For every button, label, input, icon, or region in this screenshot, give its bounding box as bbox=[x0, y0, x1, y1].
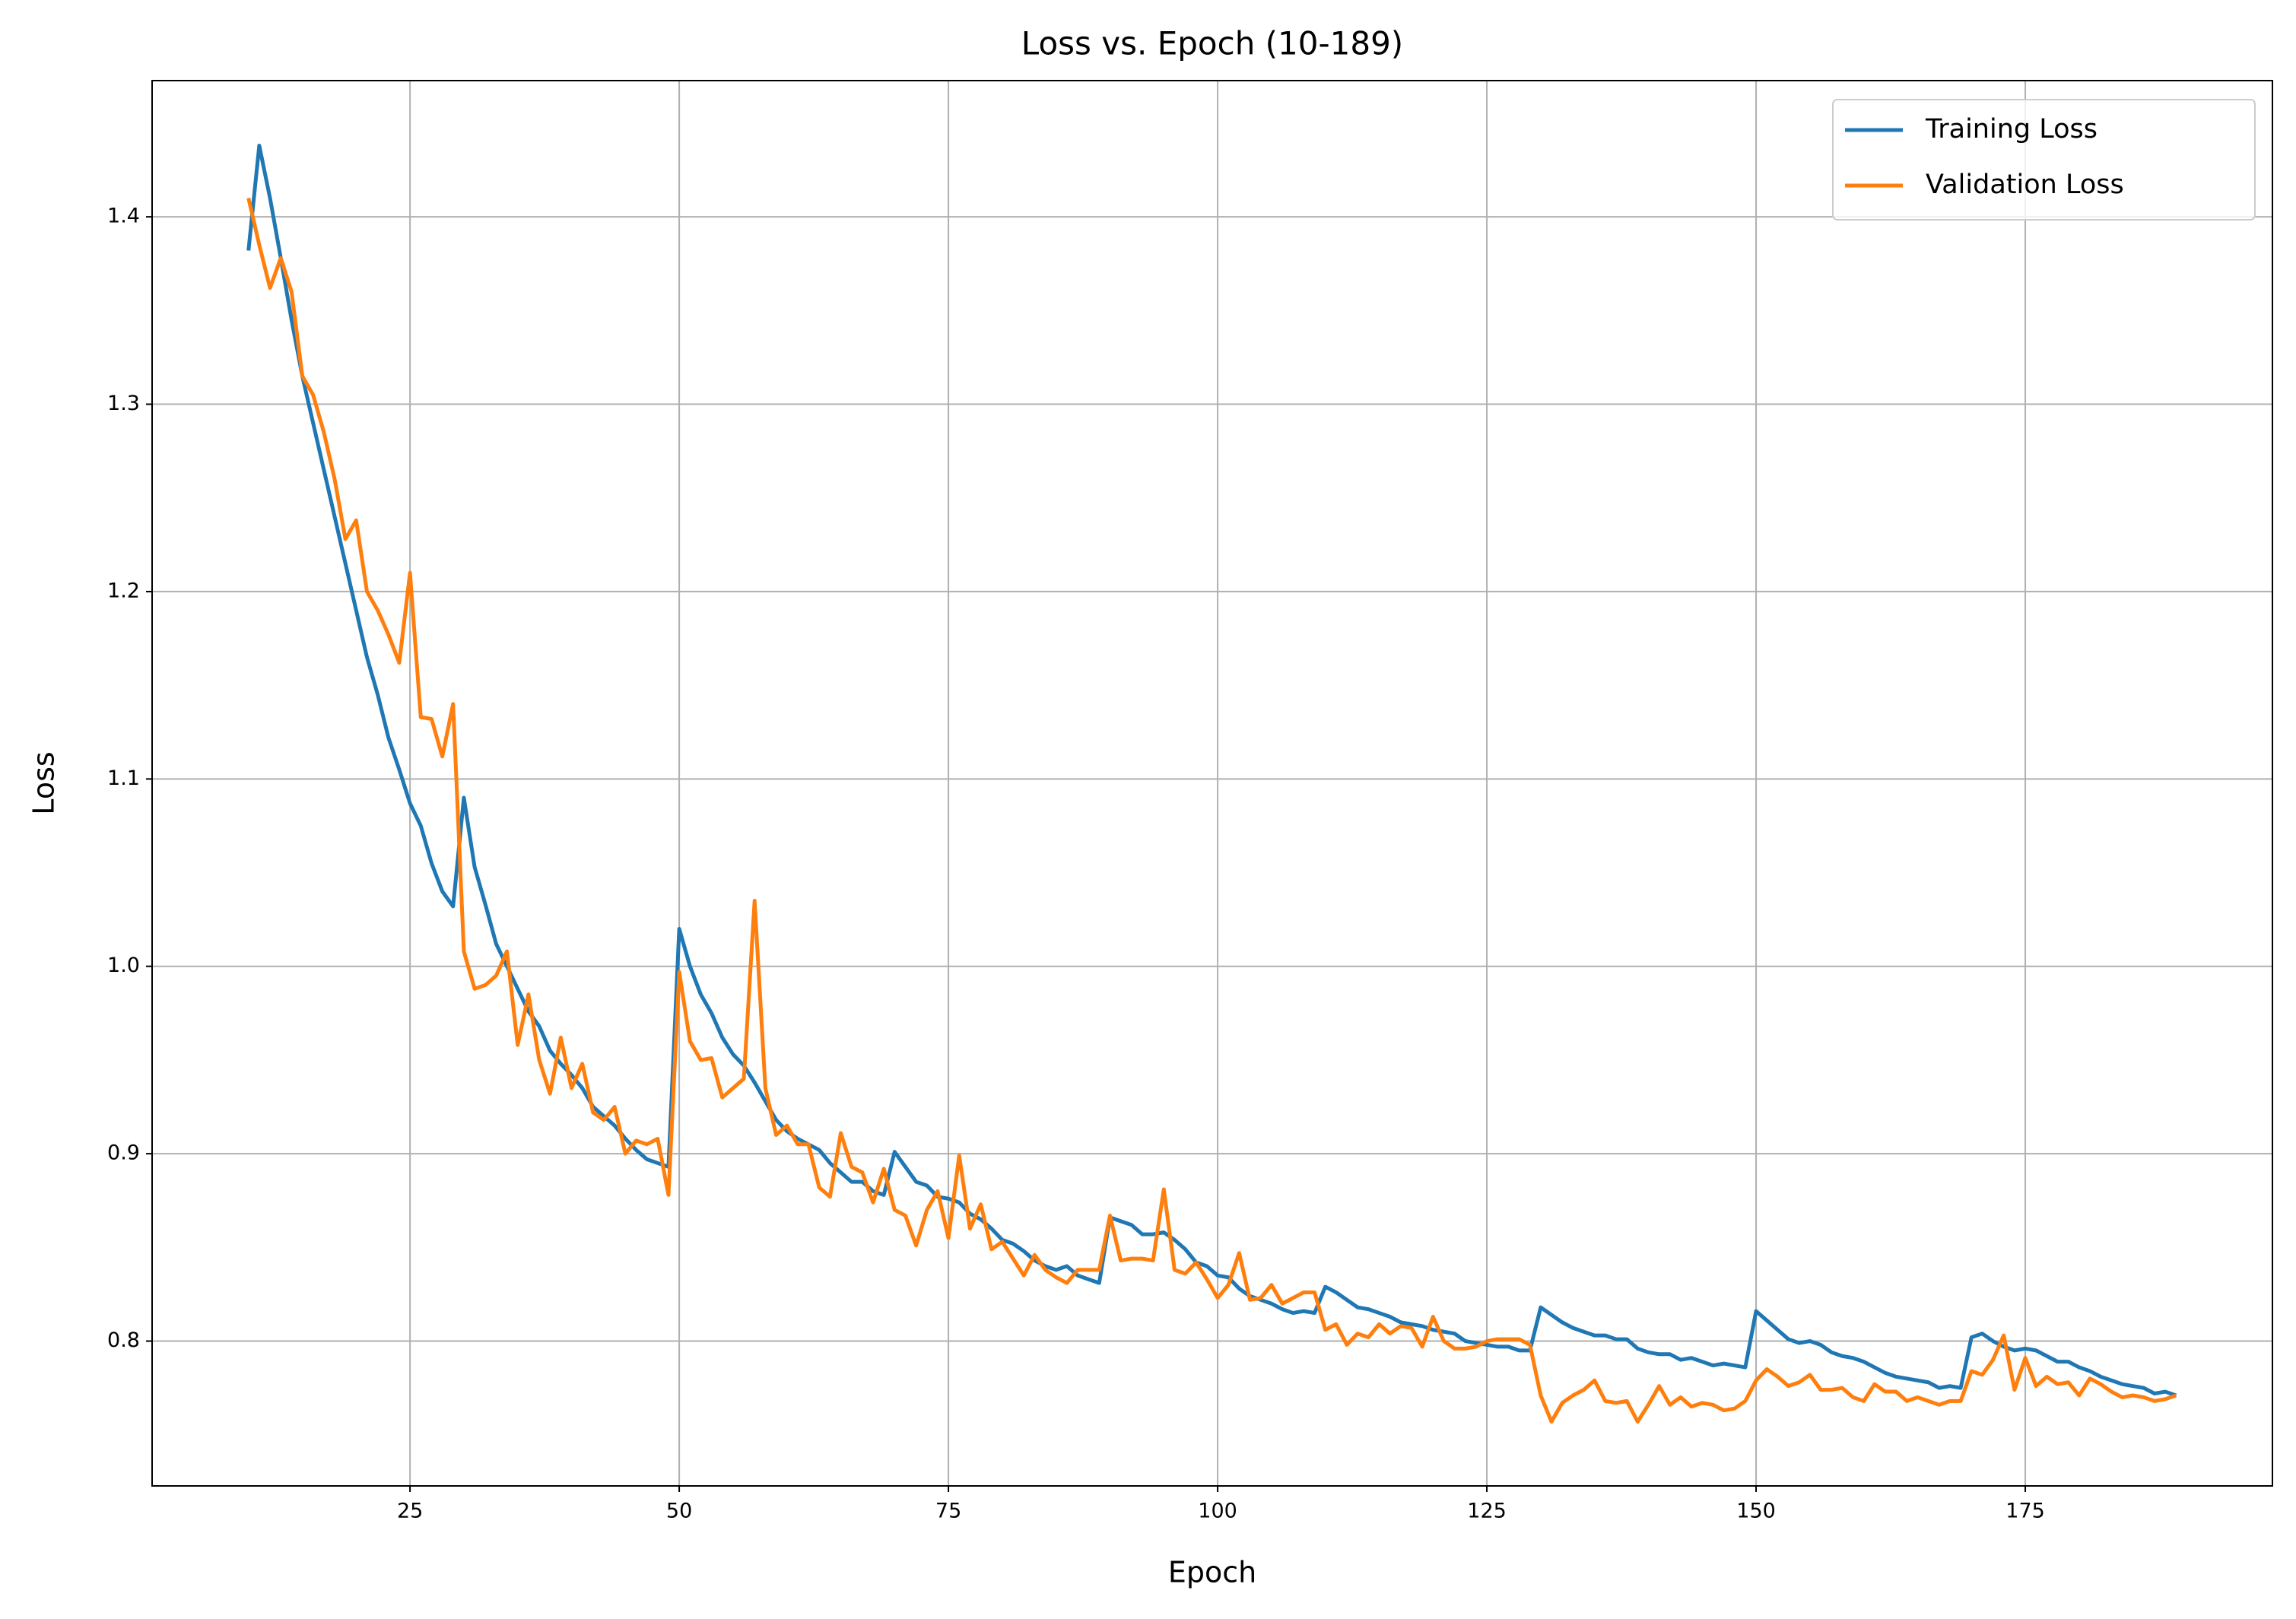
x-tick-label: 75 bbox=[935, 1500, 961, 1523]
legend-label: Training Loss bbox=[1925, 114, 2098, 144]
x-tick-label: 100 bbox=[1198, 1500, 1237, 1523]
legend-box bbox=[1832, 99, 2256, 221]
y-tick-label: 1.2 bbox=[107, 579, 140, 602]
plot-frame bbox=[151, 80, 2273, 1487]
y-tick-label: 0.8 bbox=[107, 1329, 140, 1352]
legend-label: Validation Loss bbox=[1926, 170, 2124, 200]
y-tick-label: 1.1 bbox=[107, 767, 140, 790]
y-tick-label: 1.0 bbox=[107, 954, 140, 977]
y-tick-label: 1.3 bbox=[107, 392, 140, 415]
loss-line bbox=[246, 144, 2177, 1398]
x-tick-label: 25 bbox=[397, 1500, 423, 1523]
x-tick-label: 175 bbox=[2005, 1500, 2045, 1523]
y-tick-label: 0.9 bbox=[107, 1141, 140, 1165]
y-axis-label: Loss bbox=[27, 751, 61, 814]
x-tick-label: 50 bbox=[666, 1500, 692, 1523]
x-tick-label: 125 bbox=[1467, 1500, 1507, 1523]
x-axis-label: Epoch bbox=[1168, 1556, 1256, 1589]
y-tick-label: 1.4 bbox=[107, 205, 140, 228]
loss-line bbox=[246, 197, 2177, 1424]
chart-title: Loss vs. Epoch (10-189) bbox=[1021, 25, 1403, 62]
x-tick-label: 150 bbox=[1736, 1500, 1776, 1523]
